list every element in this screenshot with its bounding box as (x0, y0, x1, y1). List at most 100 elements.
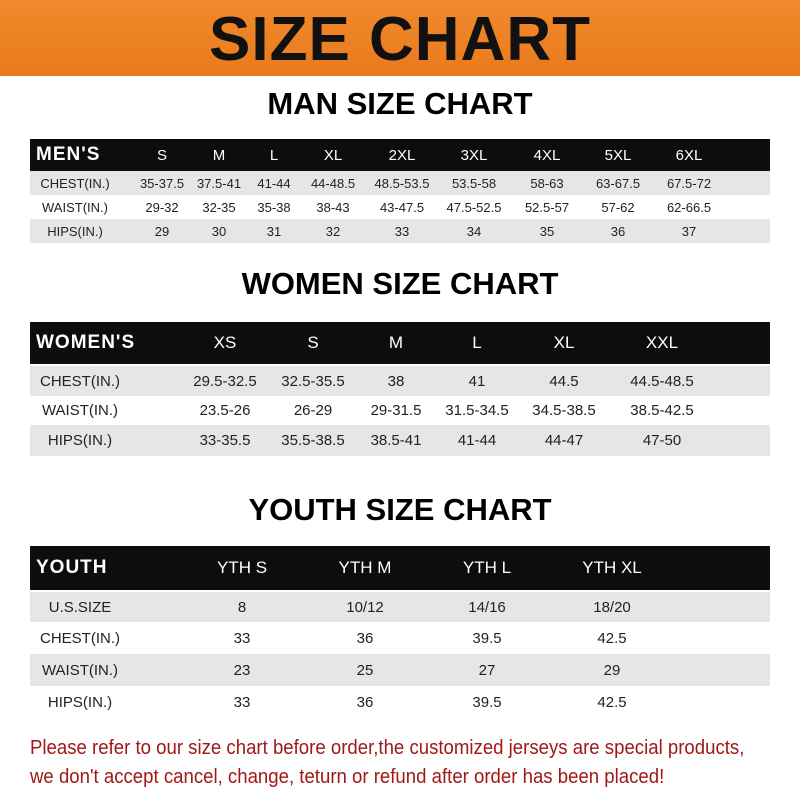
measurement-value: 8 (237, 598, 247, 616)
measurement-value: 47-50 (642, 432, 682, 449)
measurement-value: 48.5-53.5 (374, 175, 430, 191)
measurement-label: HIPS(IN.) (47, 432, 113, 449)
size-column-header: XL (323, 146, 343, 164)
size-column-header: M (388, 333, 404, 352)
measurement-value: 27 (478, 661, 496, 679)
table-row: CHEST(IN.) 33 36 39.5 42.5 (30, 622, 770, 654)
measurement-value: 31.5-34.5 (445, 402, 509, 419)
measurement-value: 32-35 (202, 199, 236, 215)
table-category-label: YOUTH (36, 557, 108, 578)
table-row: U.S.SIZE 8 10/12 14/16 18/20 (30, 592, 770, 622)
size-column-header: XL (553, 333, 575, 352)
measurement-value: 41 (468, 372, 486, 390)
title-banner: SIZE CHART (0, 0, 800, 76)
measurement-value: 34 (466, 223, 482, 239)
men-chart-title: MAN SIZE CHART (267, 86, 533, 121)
measurement-label: WAIST(IN.) (41, 661, 119, 679)
measurement-value: 53.5-58 (451, 175, 497, 191)
measurement-label: HIPS(IN.) (47, 693, 113, 711)
measurement-value: 38 (387, 372, 405, 390)
measurement-value: 36 (356, 693, 374, 711)
measurement-value: 18/20 (593, 598, 631, 616)
size-column-header: S (156, 146, 168, 164)
measurement-label: U.S.SIZE (48, 598, 112, 616)
page-title: SIZE CHART (209, 5, 591, 74)
measurement-value: 63-67.5 (595, 175, 641, 191)
size-column-header: 3XL (460, 146, 488, 164)
disclaimer-line-2: we don't accept cancel, change, teturn o… (30, 766, 665, 788)
table-row: WAIST(IN.) 29-32 32-35 35-38 38-43 43-47.5 47.… (30, 195, 770, 219)
measurement-value: 38-43 (316, 199, 350, 215)
measurement-value: 42.5 (597, 693, 627, 711)
measurement-value: 25 (356, 661, 374, 679)
women-chart-title: WOMEN SIZE CHART (241, 266, 559, 301)
youth-header-row: YOUTH YTH S YTH M YTH L YTH XL (30, 546, 770, 590)
measurement-label: WAIST(IN.) (41, 402, 119, 419)
size-column-header: L (472, 333, 482, 352)
measurement-value: 67.5-72 (666, 175, 712, 191)
women-header-row: WOMEN'S XS S M L XL XXL (30, 322, 770, 364)
measurement-value: 33 (394, 223, 410, 239)
measurement-value: 42.5 (597, 629, 627, 647)
measurement-value: 26-29 (293, 402, 333, 419)
measurement-value: 38.5-41 (370, 432, 422, 449)
measurement-value: 44-48.5 (310, 175, 356, 191)
measurement-value: 62-66.5 (666, 199, 712, 215)
table-category-label: WOMEN'S (36, 332, 136, 353)
measurement-value: 33 (233, 693, 251, 711)
measurement-label: WAIST(IN.) (42, 199, 108, 215)
measurement-value: 39.5 (472, 693, 502, 711)
measurement-value: 52.5-57 (524, 199, 570, 215)
size-column-header: XXL (645, 333, 679, 352)
measurement-value: 33-35.5 (199, 432, 251, 449)
measurement-value: 43-47.5 (379, 199, 425, 215)
measurement-value: 35 (539, 223, 555, 239)
table-row: WAIST(IN.) 23.5-26 26-29 29-31.5 31.5-34.5 34… (30, 396, 770, 425)
measurement-value: 47.5-52.5 (446, 199, 502, 215)
measurement-value: 58-63 (530, 175, 564, 191)
measurement-value: 36 (356, 629, 374, 647)
measurement-label: CHEST(IN.) (40, 175, 110, 191)
size-column-header: YTH S (216, 558, 268, 577)
measurement-value: 29 (603, 661, 621, 679)
measurement-value: 44.5-48.5 (630, 372, 694, 390)
measurement-value: 37 (681, 223, 697, 239)
measurement-value: 31 (266, 223, 282, 239)
measurement-value: 44-47 (544, 432, 584, 449)
measurement-value: 35-38 (257, 199, 291, 215)
table-row: CHEST(IN.) 29.5-32.5 32.5-35.5 38 41 44.5 44.5… (30, 366, 770, 396)
measurement-value: 32.5-35.5 (281, 372, 345, 390)
size-column-header: YTH XL (582, 558, 642, 577)
table-row: CHEST(IN.) 35-37.5 37.5-41 41-44 44-48.5 48.5… (30, 171, 770, 195)
measurement-value: 41-44 (257, 175, 291, 191)
measurement-value: 29 (154, 223, 170, 239)
size-column-header: 5XL (604, 146, 632, 164)
measurement-value: 23 (233, 661, 251, 679)
size-column-header: 4XL (533, 146, 561, 164)
measurement-value: 30 (211, 223, 227, 239)
table-row: WAIST(IN.) 23 25 27 29 (30, 654, 770, 686)
size-column-header: S (307, 333, 319, 352)
measurement-value: 41-44 (457, 432, 497, 449)
measurement-value: 38.5-42.5 (630, 402, 694, 419)
measurement-value: 14/16 (468, 598, 506, 616)
size-column-header: M (212, 146, 226, 164)
measurement-value: 23.5-26 (199, 402, 251, 419)
measurement-label: HIPS(IN.) (47, 223, 103, 239)
measurement-value: 44.5 (549, 372, 579, 390)
measurement-label: CHEST(IN.) (40, 372, 120, 390)
size-column-header: YTH M (338, 558, 392, 577)
youth-chart-title: YOUTH SIZE CHART (248, 492, 552, 527)
size-column-header: 2XL (388, 146, 416, 164)
table-row: HIPS(IN.) 29 30 31 32 33 34 35 36 37 (30, 219, 770, 243)
measurement-value: 29-31.5 (370, 402, 422, 419)
measurement-value: 57-62 (601, 199, 635, 215)
table-category-label: MEN'S (36, 144, 101, 165)
table-row: HIPS(IN.) 33 36 39.5 42.5 (30, 686, 770, 718)
size-column-header: L (269, 146, 279, 164)
measurement-label: CHEST(IN.) (40, 629, 120, 647)
size-column-header: YTH L (462, 558, 512, 577)
measurement-value: 37.5-41 (196, 175, 242, 191)
measurement-value: 36 (610, 223, 626, 239)
disclaimer-note: Please refer to our size chart before or… (30, 734, 793, 792)
